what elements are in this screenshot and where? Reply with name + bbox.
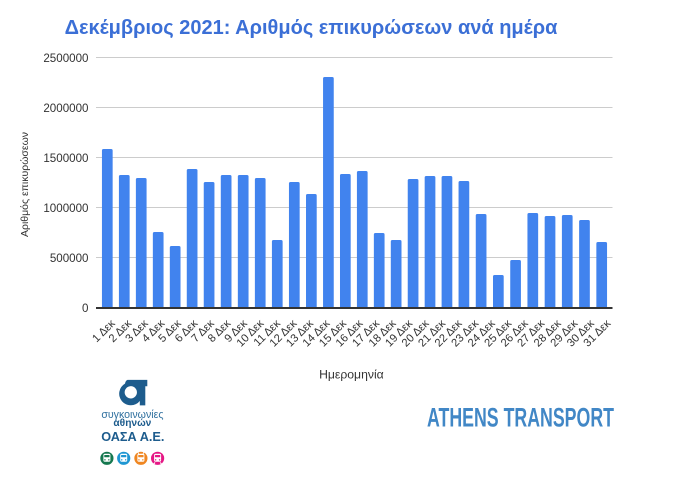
svg-text:0: 0	[82, 302, 88, 315]
svg-text:2000000: 2000000	[43, 102, 88, 115]
svg-text:Δεκέμβριος 2021: Αριθμός επικυ: Δεκέμβριος 2021: Αριθμός επικυρώσεων ανά…	[65, 17, 558, 39]
svg-text:συγκοινωνίες: συγκοινωνίες	[101, 409, 163, 421]
svg-text:Αριθμός επικυρώσεων: Αριθμός επικυρώσεων	[19, 132, 31, 237]
svg-text:2500000: 2500000	[43, 52, 88, 65]
svg-text:500000: 500000	[50, 252, 89, 265]
svg-text:1000000: 1000000	[43, 202, 88, 215]
svg-text:1500000: 1500000	[43, 152, 88, 165]
svg-text:ΟΑΣΑ Α.Ε.: ΟΑΣΑ Α.Ε.	[101, 430, 164, 444]
svg-text:αθηνών: αθηνών	[113, 418, 151, 429]
svg-text:Ημερομηνία: Ημερομηνία	[319, 368, 384, 382]
svg-text:ATHENS TRANSPORT: ATHENS TRANSPORT	[427, 403, 614, 432]
